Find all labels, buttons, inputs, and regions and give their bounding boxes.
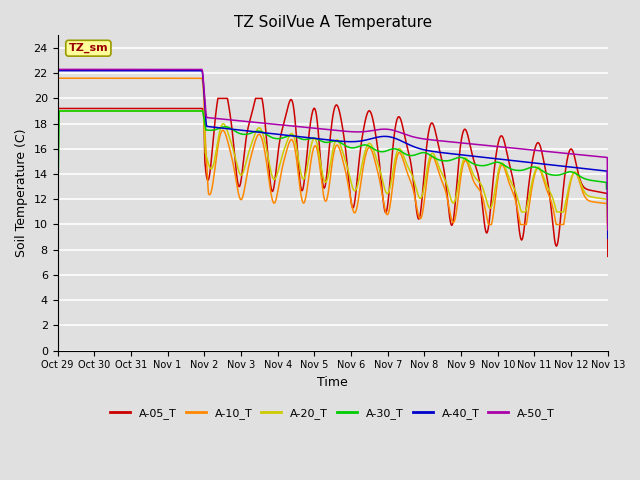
Y-axis label: Soil Temperature (C): Soil Temperature (C)	[15, 129, 28, 257]
Text: TZ_sm: TZ_sm	[68, 43, 108, 53]
Legend: A-05_T, A-10_T, A-20_T, A-30_T, A-40_T, A-50_T: A-05_T, A-10_T, A-20_T, A-30_T, A-40_T, …	[106, 404, 559, 423]
Title: TZ SoilVue A Temperature: TZ SoilVue A Temperature	[234, 15, 432, 30]
X-axis label: Time: Time	[317, 376, 348, 389]
